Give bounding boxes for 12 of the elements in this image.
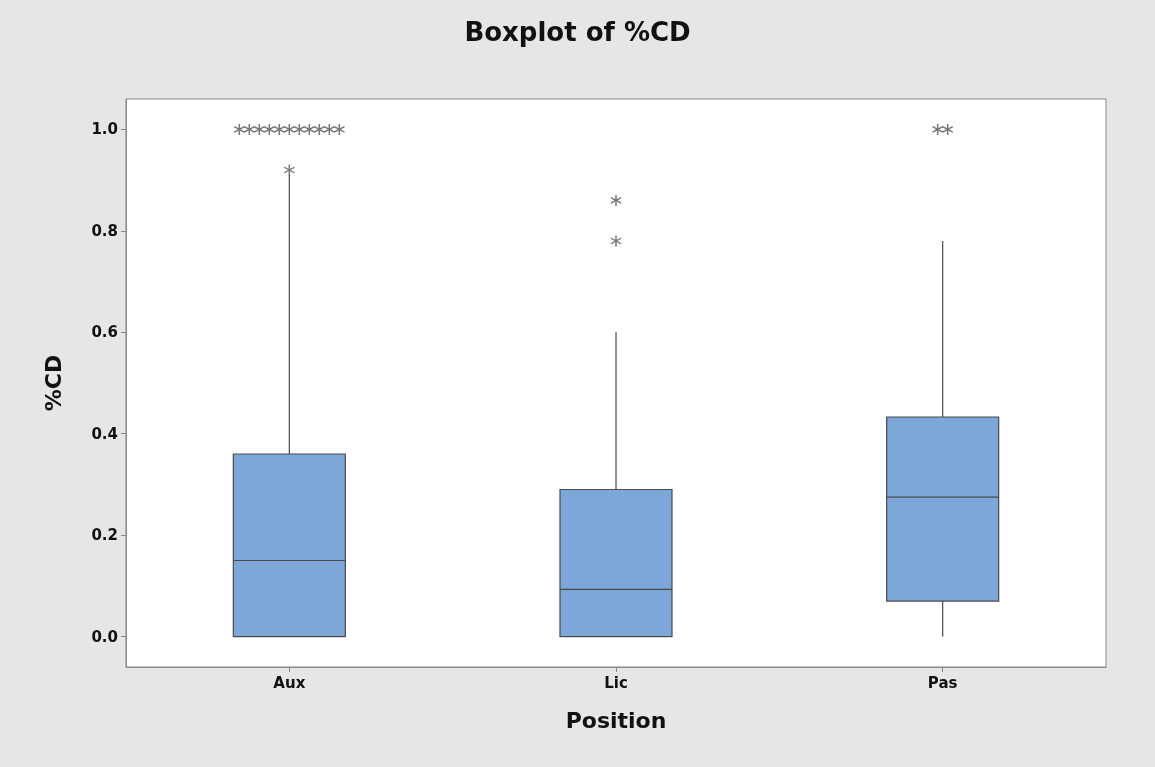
chart-title: Boxplot of %CD [464,17,691,47]
y-tick-label: 0.2 [91,526,118,545]
x-axis-title: Position [565,707,667,733]
x-tick-label: Aux [273,673,306,692]
x-tick-label: Pas [927,673,958,692]
y-tick-label: 0.0 [91,627,118,646]
y-tick-label: 0.4 [91,424,118,443]
y-tick-label: 1.0 [91,120,118,139]
y-tick-label: 0.8 [91,221,118,240]
y-tick-label: 0.6 [91,323,118,342]
y-axis-title: %CD [40,354,66,412]
x-tick-label: Lic [604,673,628,692]
